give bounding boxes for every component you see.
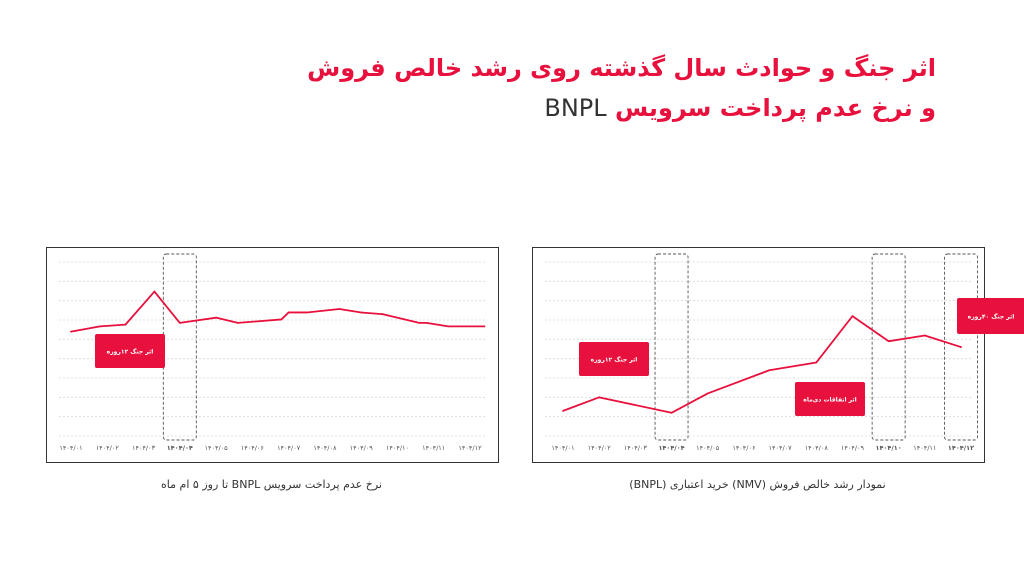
x-tick-label: ۱۴۰۴/۰۲ xyxy=(96,444,120,452)
data-point xyxy=(280,318,283,321)
title-line-1: اثر جنگ و حوادث سال گذشته روی رشد خالص ف… xyxy=(307,54,936,82)
nmv-growth-chart: ۱۴۰۴/۰۱ ۱۴۰۴/۰۲ ۱۴۰۴/۰۳ ۱۴۰۴/۰۴ ۱۴۰۴/۰۵ ۱۴۰۴/… xyxy=(545,253,1024,452)
data-point xyxy=(338,308,341,310)
annotation-box xyxy=(795,382,865,416)
default-rate-chart: ۱۴۰۴/۰۱ ۱۴۰۴/۰۲ ۱۴۰۴/۰۳ ۱۴۰۴/۰۴ ۱۴۰۴/۰۵ ۱۴۰۴/… xyxy=(59,253,486,452)
x-tick-label: ۱۴۰۴/۰۹ xyxy=(841,444,865,452)
page-title: اثر جنگ و حوادث سال گذشته روی رشد خالص ف… xyxy=(236,48,936,128)
data-point xyxy=(236,322,239,324)
data-point xyxy=(887,340,890,343)
data-point xyxy=(447,325,450,328)
x-tick-label: ۱۴۰۴/۱۲ xyxy=(458,444,482,452)
data-point xyxy=(923,334,926,337)
annotation-box xyxy=(95,334,165,368)
caption-nmv-growth: نمودار رشد خالص فروش (NMV) خرید اعتباری … xyxy=(629,478,886,491)
chart-panel-nmv-growth: ۱۴۰۴/۰۱ ۱۴۰۴/۰۲ ۱۴۰۴/۰۳ ۱۴۰۴/۰۴ ۱۴۰۴/۰۵ ۱۴۰۴/… xyxy=(532,247,1024,463)
data-point xyxy=(768,369,771,372)
x-tick-label: ۱۴۰۴/۰۳ xyxy=(624,444,648,452)
data-point xyxy=(70,330,72,333)
x-tick-label: ۱۴۰۴/۰۳ xyxy=(132,444,156,452)
highlight-box xyxy=(871,253,906,441)
x-tick-label: ۱۴۰۴/۰۸ xyxy=(313,444,337,452)
data-point xyxy=(153,290,156,293)
highlight-box xyxy=(944,253,978,441)
x-tick-label: ۱۴۰۴/۱۰ xyxy=(876,444,902,452)
data-point xyxy=(670,411,673,414)
data-point xyxy=(425,322,428,324)
x-tick-label: ۱۴۰۴/۰۶ xyxy=(732,444,755,452)
x-tick-label: ۱۴۰۴/۱۰ xyxy=(386,444,409,452)
data-point xyxy=(305,311,308,314)
x-tick-label: ۱۴۰۴/۱۲ xyxy=(948,444,974,452)
annotation-label: اثر جنگ ۴۰روزه xyxy=(968,313,1015,321)
x-tick-label: ۱۴۰۴/۰۴ xyxy=(658,444,684,452)
data-point xyxy=(124,323,127,326)
x-tick-label: ۱۴۰۴/۰۱ xyxy=(59,444,82,452)
x-tick-label: ۱۴۰۴/۰۶ xyxy=(241,444,264,452)
annotation-box xyxy=(957,298,1024,334)
data-point xyxy=(483,325,486,328)
title-line-2: و نرخ عدم پرداخت سرویس BNPL xyxy=(236,88,936,128)
caption-default-rate: نرخ عدم پرداخت سرویس BNPL تا روز ۵ ام ما… xyxy=(161,478,382,491)
x-tick-label: ۱۴۰۴/۰۲ xyxy=(588,444,612,452)
series-line xyxy=(562,315,962,414)
x-tick-label: ۱۴۰۴/۰۵ xyxy=(696,444,720,452)
highlight-box xyxy=(162,253,197,441)
data-point xyxy=(360,311,363,314)
data-point xyxy=(215,316,217,319)
data-point xyxy=(418,322,421,324)
data-point xyxy=(562,409,564,412)
x-tick-label: ۱۴۰۴/۰۱ xyxy=(551,444,574,452)
data-point xyxy=(706,392,709,395)
title-line-2-text: و نرخ عدم پرداخت سرویس xyxy=(615,94,936,122)
x-tick-label: ۱۴۰۴/۰۷ xyxy=(769,444,793,452)
x-tick-label: ۱۴۰۴/۰۸ xyxy=(805,444,829,452)
annotation-box xyxy=(579,342,649,376)
series-line xyxy=(70,290,485,333)
x-tick-label: ۱۴۰۴/۰۵ xyxy=(205,444,229,452)
data-point xyxy=(382,313,384,316)
data-point xyxy=(287,311,290,314)
x-tick-label: ۱۴۰۴/۰۴ xyxy=(167,444,193,452)
highlight-box xyxy=(654,253,689,441)
annotation-label: اثر جنگ ۱۲روزه xyxy=(591,356,638,364)
x-tick-label: ۱۴۰۴/۰۹ xyxy=(350,444,374,452)
x-tick-label: ۱۴۰۴/۱۱ xyxy=(913,444,936,452)
chart-panel-default-rate: ۱۴۰۴/۰۱ ۱۴۰۴/۰۲ ۱۴۰۴/۰۳ ۱۴۰۴/۰۴ ۱۴۰۴/۰۵ ۱۴۰۴/… xyxy=(46,247,499,463)
x-tick-label: ۱۴۰۴/۰۷ xyxy=(277,444,301,452)
data-point xyxy=(598,396,601,399)
data-point xyxy=(178,322,181,324)
annotation-label: اثر جنگ ۱۲روزه xyxy=(107,348,154,356)
annotation-label: اثر اتفاقات دی‌ماه xyxy=(803,397,856,404)
data-point xyxy=(99,325,101,328)
title-line-2-latin: BNPL xyxy=(544,94,607,122)
data-point xyxy=(851,315,854,318)
data-point xyxy=(815,361,818,364)
data-point xyxy=(960,346,962,348)
x-tick-label: ۱۴۰۴/۱۱ xyxy=(422,444,445,452)
